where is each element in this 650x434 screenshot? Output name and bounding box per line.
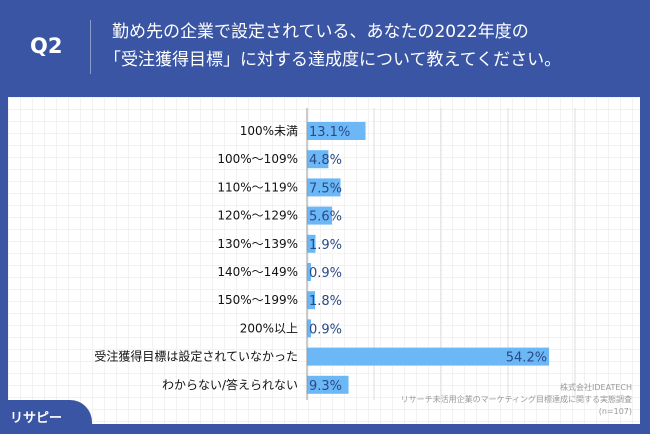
title-line-1: 勤め先の企業で設定されている、あなたの2022年度の [112,22,529,42]
category-label: わからない/答えられない [162,377,298,392]
bar [307,122,366,140]
bar [307,150,329,169]
data-label: 4.8% [309,153,342,168]
logo-text: リサピー [10,411,63,426]
question-number: Q2 [30,34,63,58]
source-note: 株式会社IDEATECH リサーチ未活用企業のマーケティング目標達成に関する実態… [401,382,632,418]
category-label: 受注獲得目標は設定されていなかった [94,349,298,364]
data-label: 7.5% [309,181,342,196]
category-label: 100%未満 [240,124,298,138]
bar [307,234,316,253]
bar [307,178,341,197]
data-label: 1.8% [309,294,342,309]
data-label: 9.3% [309,379,342,394]
title-line-2: 「受注獲得目標」に対する達成度について教えてください。 [104,50,562,70]
sample-size: (n=107) [598,407,632,416]
data-label: 5.6% [309,210,342,225]
bar [307,263,312,281]
data-label: 1.9% [309,238,342,253]
category-label: 110%～119% [217,180,298,194]
chart-panel [8,97,640,424]
category-label: 150%～199% [217,293,298,307]
category-label: 120%～129% [217,209,298,223]
data-label: 0.9% [309,322,342,337]
data-label: 54.2% [506,351,547,366]
logo: リサピー [0,400,92,434]
bar [307,206,333,225]
source-survey: リサーチ未活用企業のマーケティング目標達成に関する実態調査 [400,395,632,404]
data-label: 13.1% [309,125,350,140]
bar [307,347,550,366]
category-label: 200%以上 [240,321,298,335]
bar [307,375,349,394]
data-label: 0.9% [309,266,342,281]
page-title: 勤め先の企業で設定されている、あなたの2022年度の 「受注獲得目標」に対する達… [104,18,561,74]
bar [307,319,312,338]
category-label: 130%～139% [217,237,298,251]
bar [307,291,316,310]
source-company: 株式会社IDEATECH [560,383,632,392]
divider [90,20,91,74]
category-label: 100%～109% [217,152,298,166]
category-label: 140%～149% [217,265,298,279]
